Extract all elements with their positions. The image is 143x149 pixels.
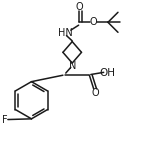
Text: O: O — [91, 88, 99, 98]
Text: HN: HN — [58, 28, 73, 38]
Text: OH: OH — [99, 68, 115, 78]
Text: O: O — [90, 17, 98, 27]
Text: N: N — [68, 61, 76, 71]
Text: F: F — [2, 115, 8, 125]
Text: O: O — [76, 2, 83, 12]
